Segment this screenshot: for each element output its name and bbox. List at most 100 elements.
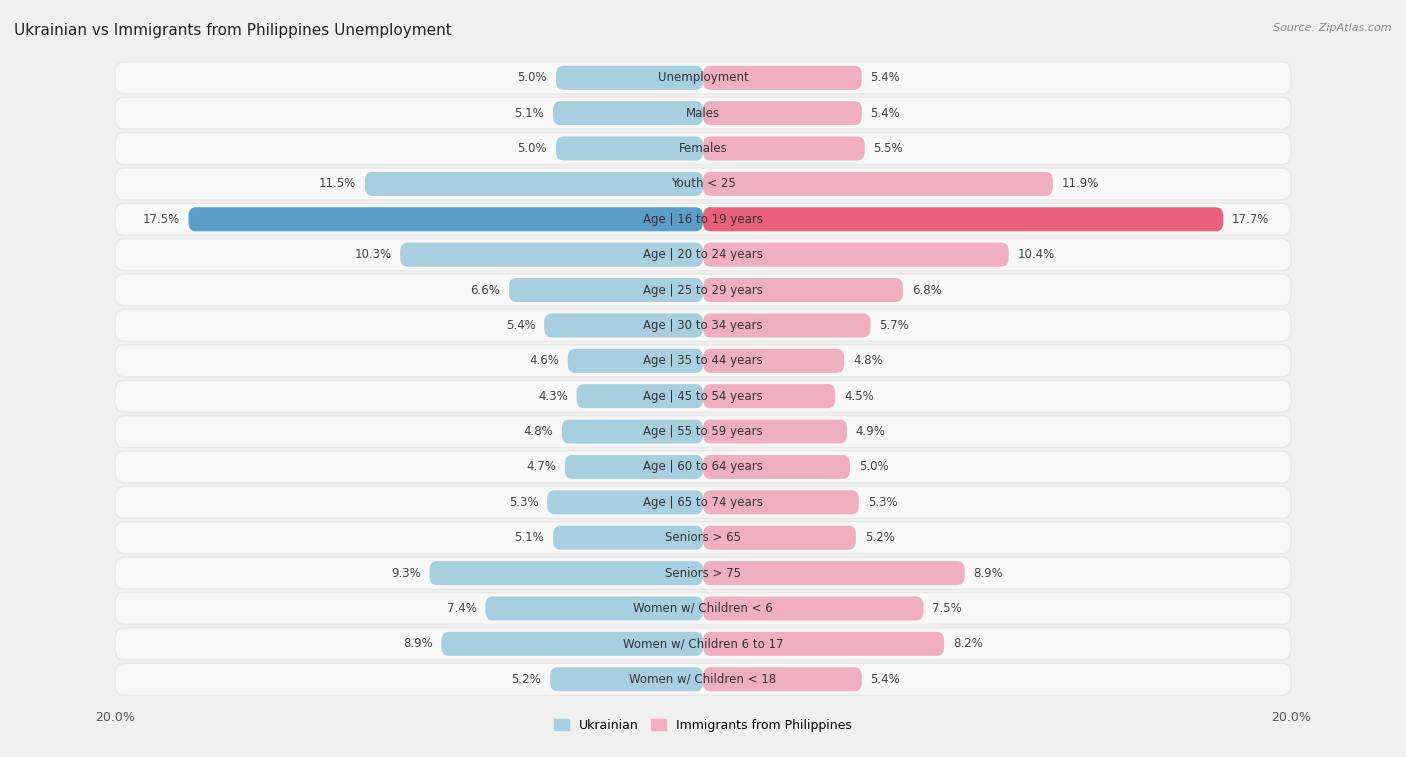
FancyBboxPatch shape: [401, 243, 703, 266]
FancyBboxPatch shape: [115, 557, 1291, 589]
FancyBboxPatch shape: [366, 172, 703, 196]
FancyBboxPatch shape: [703, 384, 835, 408]
FancyBboxPatch shape: [703, 632, 943, 656]
Text: 5.0%: 5.0%: [517, 142, 547, 155]
Text: 11.5%: 11.5%: [319, 177, 356, 191]
FancyBboxPatch shape: [115, 522, 1291, 553]
FancyBboxPatch shape: [703, 278, 903, 302]
FancyBboxPatch shape: [568, 349, 703, 373]
Text: 8.9%: 8.9%: [973, 566, 1004, 580]
Legend: Ukrainian, Immigrants from Philippines: Ukrainian, Immigrants from Philippines: [548, 714, 858, 737]
Text: 4.9%: 4.9%: [856, 425, 886, 438]
Text: Age | 16 to 19 years: Age | 16 to 19 years: [643, 213, 763, 226]
FancyBboxPatch shape: [115, 345, 1291, 377]
FancyBboxPatch shape: [703, 561, 965, 585]
Text: 4.3%: 4.3%: [538, 390, 568, 403]
Text: 5.1%: 5.1%: [515, 531, 544, 544]
FancyBboxPatch shape: [703, 207, 1223, 232]
Text: 4.6%: 4.6%: [529, 354, 560, 367]
Text: Ukrainian vs Immigrants from Philippines Unemployment: Ukrainian vs Immigrants from Philippines…: [14, 23, 451, 38]
FancyBboxPatch shape: [115, 628, 1291, 660]
FancyBboxPatch shape: [115, 416, 1291, 447]
Text: Source: ZipAtlas.com: Source: ZipAtlas.com: [1274, 23, 1392, 33]
FancyBboxPatch shape: [115, 380, 1291, 412]
FancyBboxPatch shape: [115, 204, 1291, 235]
Text: 4.7%: 4.7%: [526, 460, 555, 473]
Text: Unemployment: Unemployment: [658, 71, 748, 84]
Text: 5.3%: 5.3%: [509, 496, 538, 509]
Text: 5.2%: 5.2%: [865, 531, 894, 544]
Text: 8.2%: 8.2%: [953, 637, 983, 650]
Text: Youth < 25: Youth < 25: [671, 177, 735, 191]
FancyBboxPatch shape: [555, 136, 703, 160]
Text: 6.8%: 6.8%: [911, 284, 942, 297]
FancyBboxPatch shape: [703, 243, 1008, 266]
Text: Age | 45 to 54 years: Age | 45 to 54 years: [643, 390, 763, 403]
Text: Seniors > 65: Seniors > 65: [665, 531, 741, 544]
FancyBboxPatch shape: [544, 313, 703, 338]
FancyBboxPatch shape: [703, 349, 844, 373]
FancyBboxPatch shape: [115, 132, 1291, 164]
Text: 4.8%: 4.8%: [523, 425, 553, 438]
Text: 5.2%: 5.2%: [512, 673, 541, 686]
Text: 5.7%: 5.7%: [879, 319, 910, 332]
Text: Age | 35 to 44 years: Age | 35 to 44 years: [643, 354, 763, 367]
FancyBboxPatch shape: [550, 667, 703, 691]
Text: Women w/ Children 6 to 17: Women w/ Children 6 to 17: [623, 637, 783, 650]
FancyBboxPatch shape: [703, 491, 859, 514]
Text: 4.5%: 4.5%: [844, 390, 875, 403]
Text: 5.4%: 5.4%: [870, 71, 900, 84]
FancyBboxPatch shape: [509, 278, 703, 302]
FancyBboxPatch shape: [485, 597, 703, 621]
Text: 6.6%: 6.6%: [470, 284, 501, 297]
FancyBboxPatch shape: [115, 62, 1291, 94]
FancyBboxPatch shape: [703, 597, 924, 621]
FancyBboxPatch shape: [115, 310, 1291, 341]
Text: 17.5%: 17.5%: [142, 213, 180, 226]
FancyBboxPatch shape: [703, 313, 870, 338]
Text: 5.4%: 5.4%: [870, 673, 900, 686]
Text: Age | 65 to 74 years: Age | 65 to 74 years: [643, 496, 763, 509]
Text: Age | 20 to 24 years: Age | 20 to 24 years: [643, 248, 763, 261]
FancyBboxPatch shape: [115, 238, 1291, 270]
FancyBboxPatch shape: [576, 384, 703, 408]
FancyBboxPatch shape: [115, 274, 1291, 306]
Text: Seniors > 75: Seniors > 75: [665, 566, 741, 580]
FancyBboxPatch shape: [562, 419, 703, 444]
FancyBboxPatch shape: [703, 101, 862, 125]
Text: Males: Males: [686, 107, 720, 120]
FancyBboxPatch shape: [703, 136, 865, 160]
FancyBboxPatch shape: [703, 667, 862, 691]
FancyBboxPatch shape: [555, 66, 703, 90]
Text: Women w/ Children < 6: Women w/ Children < 6: [633, 602, 773, 615]
FancyBboxPatch shape: [703, 455, 851, 479]
Text: 7.5%: 7.5%: [932, 602, 962, 615]
Text: Age | 25 to 29 years: Age | 25 to 29 years: [643, 284, 763, 297]
Text: 9.3%: 9.3%: [391, 566, 420, 580]
Text: 7.4%: 7.4%: [447, 602, 477, 615]
Text: Age | 55 to 59 years: Age | 55 to 59 years: [643, 425, 763, 438]
FancyBboxPatch shape: [115, 487, 1291, 519]
Text: 5.0%: 5.0%: [517, 71, 547, 84]
FancyBboxPatch shape: [565, 455, 703, 479]
Text: 5.4%: 5.4%: [870, 107, 900, 120]
Text: 17.7%: 17.7%: [1232, 213, 1270, 226]
Text: 5.3%: 5.3%: [868, 496, 897, 509]
FancyBboxPatch shape: [553, 525, 703, 550]
Text: Age | 60 to 64 years: Age | 60 to 64 years: [643, 460, 763, 473]
Text: Age | 30 to 34 years: Age | 30 to 34 years: [643, 319, 763, 332]
Text: Females: Females: [679, 142, 727, 155]
Text: 5.5%: 5.5%: [873, 142, 903, 155]
Text: 8.9%: 8.9%: [402, 637, 433, 650]
FancyBboxPatch shape: [441, 632, 703, 656]
FancyBboxPatch shape: [703, 525, 856, 550]
FancyBboxPatch shape: [115, 97, 1291, 129]
FancyBboxPatch shape: [703, 66, 862, 90]
FancyBboxPatch shape: [115, 451, 1291, 483]
FancyBboxPatch shape: [703, 419, 846, 444]
Text: 4.8%: 4.8%: [853, 354, 883, 367]
FancyBboxPatch shape: [430, 561, 703, 585]
FancyBboxPatch shape: [115, 593, 1291, 625]
Text: 10.3%: 10.3%: [354, 248, 391, 261]
FancyBboxPatch shape: [188, 207, 703, 232]
